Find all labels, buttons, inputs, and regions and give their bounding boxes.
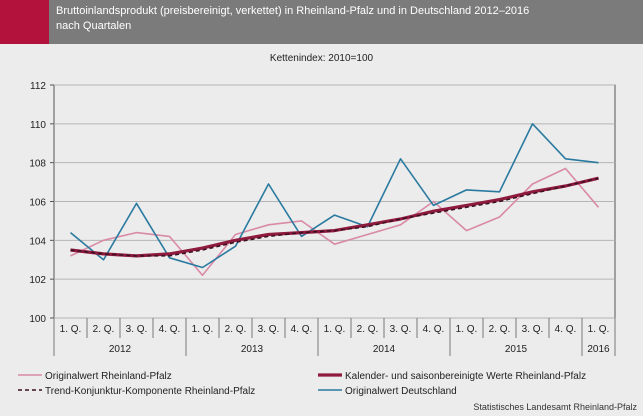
x-tick-label: 3. Q. — [390, 324, 412, 335]
chart-subtitle: Kettenindex: 2010=100 — [269, 53, 374, 64]
y-tick-label: 102 — [29, 275, 46, 286]
year-label: 2015 — [505, 344, 528, 355]
x-tick-label: 3. Q. — [258, 324, 280, 335]
x-tick-label: 1. Q. — [60, 324, 82, 335]
accent-block — [0, 0, 49, 44]
x-axis: 1. Q. 2. Q. 3. Q. 4. Q. 1. Q. 2. Q. 3. Q. 4. Q.… — [53, 318, 616, 356]
legend: Originalwert Rheinland-Pfalz Kalender- un… — [18, 371, 586, 397]
legend-label: Originalwert Deutschland — [345, 386, 457, 397]
title-band — [0, 0, 643, 44]
x-tick-label: 4. Q. — [291, 324, 313, 335]
chart-title: Bruttoinlandsprodukt (preisbereinigt, ve… — [56, 5, 530, 32]
x-tick-label: 1. Q. — [588, 324, 610, 335]
x-tick-label: 1. Q. — [192, 324, 214, 335]
x-tick-label: 3. Q. — [126, 324, 148, 335]
y-tick-label: 110 — [30, 120, 46, 131]
gridlines — [54, 84, 615, 319]
year-label: 2016 — [587, 344, 610, 355]
y-tick-label: 112 — [30, 81, 46, 92]
legend-label: Originalwert Rheinland-Pfalz — [45, 371, 172, 382]
x-tick-label: 3. Q. — [522, 324, 544, 335]
year-label: 2013 — [241, 344, 264, 355]
y-axis: 100 102 104 106 108 110 112 — [29, 81, 54, 325]
x-tick-label: 2. Q. — [357, 324, 379, 335]
y-tick-label: 104 — [29, 236, 46, 247]
x-tick-label: 1. Q. — [324, 324, 346, 335]
x-tick-label: 2. Q. — [489, 324, 511, 335]
year-label: 2014 — [373, 344, 396, 355]
x-tick-label: 4. Q. — [555, 324, 577, 335]
year-label: 2012 — [109, 344, 132, 355]
series-line — [69, 123, 599, 269]
source-note: Statistisches Landesamt Rheinland-Pfalz — [473, 402, 637, 412]
y-tick-label: 100 — [29, 314, 46, 325]
x-tick-label: 2. Q. — [93, 324, 115, 335]
legend-label: Trend-Konjunktur-Komponente Rheinland-Pf… — [45, 386, 255, 397]
series-lines — [69, 123, 600, 277]
x-tick-label: 4. Q. — [423, 324, 445, 335]
x-tick-label: 1. Q. — [456, 324, 478, 335]
legend-label: Kalender- und saisonbereinigte Werte Rhe… — [345, 371, 586, 382]
x-tick-label: 2. Q. — [225, 324, 247, 335]
x-tick-label: 4. Q. — [159, 324, 181, 335]
y-tick-label: 108 — [29, 159, 46, 170]
y-tick-label: 106 — [29, 198, 46, 209]
series-line — [70, 167, 600, 277]
series-line — [70, 177, 599, 257]
